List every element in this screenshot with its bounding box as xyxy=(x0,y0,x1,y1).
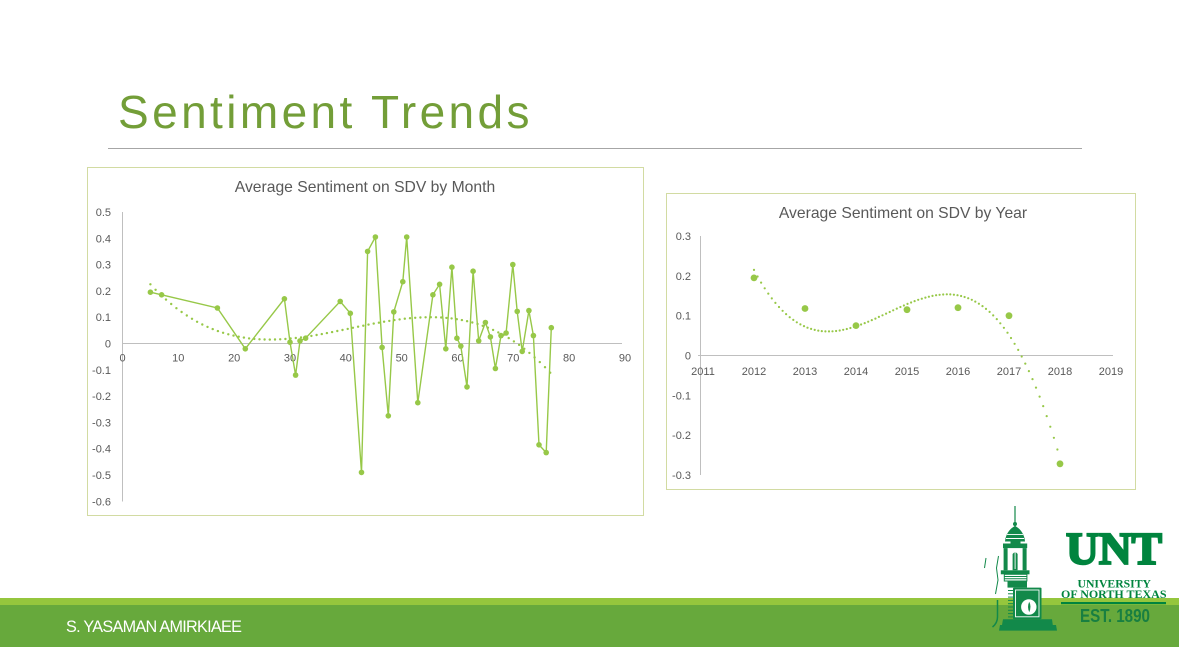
svg-text:0.2: 0.2 xyxy=(96,286,111,298)
svg-text:2017: 2017 xyxy=(997,366,1021,378)
svg-text:0: 0 xyxy=(105,339,111,351)
svg-text:-0.2: -0.2 xyxy=(672,430,691,442)
svg-text:0.3: 0.3 xyxy=(676,231,691,243)
svg-text:2015: 2015 xyxy=(895,366,919,378)
svg-text:-0.3: -0.3 xyxy=(672,470,691,482)
svg-text:2018: 2018 xyxy=(1048,366,1072,378)
svg-text:10: 10 xyxy=(172,353,184,365)
svg-text:EST. 1890: EST. 1890 xyxy=(1080,605,1150,626)
svg-text:0.3: 0.3 xyxy=(96,260,111,272)
svg-text:30: 30 xyxy=(284,353,296,365)
svg-text:50: 50 xyxy=(396,353,408,365)
svg-text:-0.3: -0.3 xyxy=(92,417,111,429)
svg-text:Average Sentiment on SDV by Mo: Average Sentiment on SDV by Month xyxy=(235,179,495,196)
svg-text:90: 90 xyxy=(619,353,631,365)
svg-text:2012: 2012 xyxy=(742,366,766,378)
svg-text:20: 20 xyxy=(228,353,240,365)
svg-text:UNT: UNT xyxy=(1066,524,1162,574)
svg-text:0: 0 xyxy=(119,353,125,365)
svg-text:2016: 2016 xyxy=(946,366,970,378)
svg-text:2019: 2019 xyxy=(1099,366,1123,378)
svg-text:-0.1: -0.1 xyxy=(92,365,111,377)
svg-text:0.2: 0.2 xyxy=(676,271,691,283)
svg-text:UNIVERSITY: UNIVERSITY xyxy=(1078,576,1152,590)
svg-text:0.4: 0.4 xyxy=(96,233,111,245)
svg-text:-0.1: -0.1 xyxy=(672,390,691,402)
svg-text:-0.6: -0.6 xyxy=(92,496,111,508)
svg-text:-0.5: -0.5 xyxy=(92,470,111,482)
svg-text:40: 40 xyxy=(340,353,352,365)
svg-text:2014: 2014 xyxy=(844,366,868,378)
svg-text:2013: 2013 xyxy=(793,366,817,378)
svg-text:0.1: 0.1 xyxy=(96,312,111,324)
svg-text:60: 60 xyxy=(451,353,463,365)
svg-text:70: 70 xyxy=(507,353,519,365)
svg-text:0.1: 0.1 xyxy=(676,311,691,323)
svg-text:Average Sentiment on SDV by Ye: Average Sentiment on SDV by Year xyxy=(779,205,1027,222)
svg-text:0: 0 xyxy=(685,351,691,363)
svg-text:0.5: 0.5 xyxy=(96,207,111,219)
svg-text:-0.4: -0.4 xyxy=(92,444,111,456)
svg-text:-0.2: -0.2 xyxy=(92,391,111,403)
svg-text:80: 80 xyxy=(563,353,575,365)
svg-text:2011: 2011 xyxy=(691,366,715,378)
svg-text:OF NORTH TEXAS: OF NORTH TEXAS xyxy=(1061,587,1167,601)
